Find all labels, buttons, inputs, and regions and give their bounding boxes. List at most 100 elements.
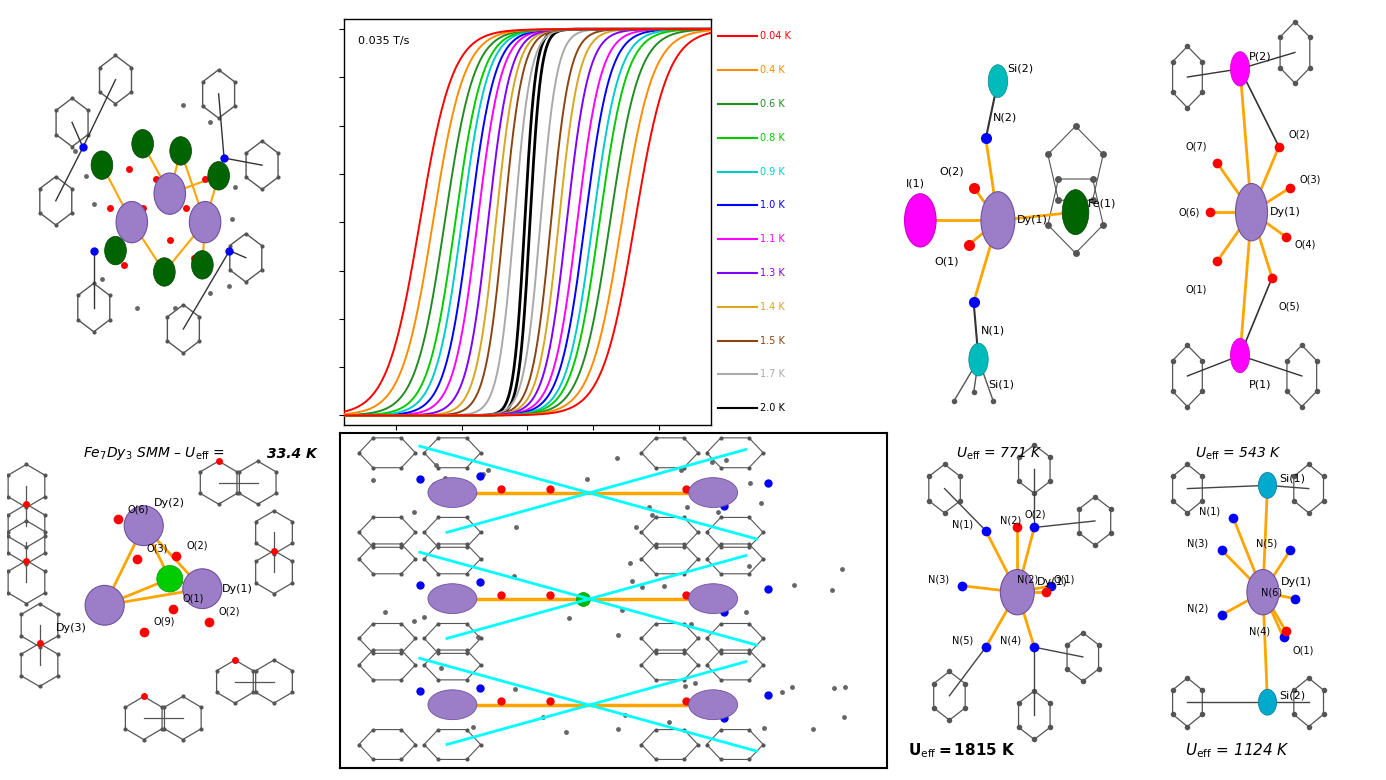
- Circle shape: [689, 690, 737, 720]
- Circle shape: [988, 65, 1008, 98]
- Y-axis label: M/Mₛ: M/Mₛ: [281, 207, 294, 237]
- Circle shape: [208, 161, 230, 190]
- Text: O(1): O(1): [1185, 285, 1207, 295]
- Text: N(1): N(1): [952, 519, 973, 529]
- Text: 1.4 K: 1.4 K: [760, 302, 784, 312]
- Circle shape: [689, 583, 737, 614]
- Text: Si(2): Si(2): [1279, 691, 1306, 700]
- Text: Dy(1): Dy(1): [222, 583, 252, 594]
- Circle shape: [1235, 183, 1268, 241]
- Text: O(6): O(6): [128, 504, 148, 514]
- Circle shape: [1247, 569, 1279, 615]
- Circle shape: [689, 477, 737, 508]
- Text: N(1): N(1): [981, 326, 1005, 336]
- Text: N(5): N(5): [952, 636, 973, 646]
- Circle shape: [1231, 339, 1250, 373]
- Text: Dy(1): Dy(1): [1037, 577, 1067, 587]
- Text: Dy(1): Dy(1): [1281, 577, 1313, 587]
- Text: N(1): N(1): [1199, 506, 1220, 516]
- Text: N(6): N(6): [1261, 587, 1282, 597]
- Text: N(2): N(2): [1188, 604, 1209, 613]
- Text: 0.04 K: 0.04 K: [760, 31, 790, 41]
- Text: N(2): N(2): [992, 113, 1017, 123]
- Text: I(1): I(1): [906, 179, 924, 189]
- Text: N(4): N(4): [1001, 636, 1021, 646]
- Text: Si(1): Si(1): [1279, 474, 1306, 484]
- Text: Dy(2): Dy(2): [154, 498, 184, 508]
- Text: O(5): O(5): [1279, 301, 1300, 311]
- Text: 1.7 K: 1.7 K: [760, 370, 784, 379]
- Text: Fe$_7$Dy$_3$ SMM – U$_{\rm eff}$ =: Fe$_7$Dy$_3$ SMM – U$_{\rm eff}$ =: [83, 445, 226, 463]
- Text: O(1): O(1): [1293, 645, 1314, 655]
- Text: O(1): O(1): [934, 257, 959, 266]
- Text: Dy(3): Dy(3): [55, 623, 87, 633]
- Circle shape: [91, 151, 112, 179]
- Text: 0.6 K: 0.6 K: [760, 99, 784, 109]
- Text: U$_{\rm eff}$ = 1124 K: U$_{\rm eff}$ = 1124 K: [1185, 741, 1290, 760]
- Circle shape: [125, 506, 164, 546]
- Circle shape: [191, 250, 213, 279]
- Text: O(1): O(1): [183, 594, 204, 604]
- Text: N(5): N(5): [1256, 539, 1278, 548]
- Circle shape: [969, 343, 988, 376]
- Circle shape: [169, 136, 191, 165]
- Text: O(2): O(2): [186, 541, 208, 551]
- Text: N(2): N(2): [1017, 574, 1038, 584]
- Text: Fe(1): Fe(1): [1088, 199, 1116, 209]
- Text: 0.9 K: 0.9 K: [760, 167, 784, 176]
- Text: 2.0 K: 2.0 K: [760, 403, 784, 413]
- Text: O(2): O(2): [1288, 129, 1310, 140]
- Circle shape: [1001, 569, 1034, 615]
- Circle shape: [1231, 51, 1250, 86]
- Text: O(3): O(3): [1300, 175, 1321, 184]
- Circle shape: [183, 569, 222, 608]
- Text: O(7): O(7): [1185, 142, 1207, 151]
- Circle shape: [104, 236, 126, 265]
- Text: O(2): O(2): [219, 607, 240, 617]
- Circle shape: [1258, 473, 1277, 498]
- Circle shape: [428, 477, 477, 508]
- Text: O(2): O(2): [940, 166, 965, 176]
- Circle shape: [905, 193, 936, 247]
- Text: 1.0 K: 1.0 K: [760, 200, 784, 211]
- Text: N(4): N(4): [1249, 626, 1271, 636]
- Text: Dy(1): Dy(1): [1270, 207, 1300, 217]
- Text: O(9): O(9): [154, 617, 175, 627]
- Text: O(4): O(4): [1295, 240, 1317, 250]
- Text: U$_{\rm eff}$ = 771 K: U$_{\rm eff}$ = 771 K: [956, 445, 1044, 463]
- Text: 1.5 K: 1.5 K: [760, 335, 784, 346]
- Text: $\mathbf{U_{\rm eff} = 1815\ K}$: $\mathbf{U_{\rm eff} = 1815\ K}$: [908, 741, 1016, 760]
- Text: 0.4 K: 0.4 K: [760, 66, 784, 75]
- Text: P(1): P(1): [1249, 379, 1272, 389]
- Text: N(3): N(3): [927, 574, 948, 584]
- Text: Dy(1): Dy(1): [1017, 215, 1048, 225]
- Circle shape: [1258, 690, 1277, 715]
- Text: O(2): O(2): [1024, 509, 1046, 519]
- Text: 0.035 T/s: 0.035 T/s: [359, 36, 410, 46]
- Text: 1.3 K: 1.3 K: [760, 268, 784, 278]
- Text: Si(1): Si(1): [988, 379, 1015, 389]
- Text: O(1): O(1): [1053, 574, 1076, 584]
- X-axis label: μ₀H (T): μ₀H (T): [506, 450, 549, 463]
- Circle shape: [981, 192, 1015, 249]
- Circle shape: [1062, 190, 1089, 235]
- Circle shape: [428, 690, 477, 720]
- Text: 1.1 K: 1.1 K: [760, 234, 784, 244]
- Circle shape: [190, 201, 220, 243]
- Circle shape: [85, 585, 125, 626]
- Text: U$_{\rm eff}$ = 543 K: U$_{\rm eff}$ = 543 K: [1195, 445, 1282, 463]
- Circle shape: [428, 583, 477, 614]
- Text: 33.4 K: 33.4 K: [267, 447, 317, 461]
- Text: Si(2): Si(2): [1008, 64, 1034, 74]
- Text: P(2): P(2): [1249, 51, 1272, 62]
- Circle shape: [116, 201, 147, 243]
- Circle shape: [154, 173, 186, 214]
- Text: N(3): N(3): [1188, 539, 1209, 548]
- Circle shape: [154, 257, 175, 286]
- Circle shape: [157, 566, 183, 592]
- Text: 0.8 K: 0.8 K: [760, 133, 784, 143]
- Circle shape: [132, 129, 154, 158]
- Text: N(2): N(2): [1001, 516, 1021, 526]
- Text: O(3): O(3): [147, 544, 168, 554]
- Text: O(6): O(6): [1178, 207, 1200, 217]
